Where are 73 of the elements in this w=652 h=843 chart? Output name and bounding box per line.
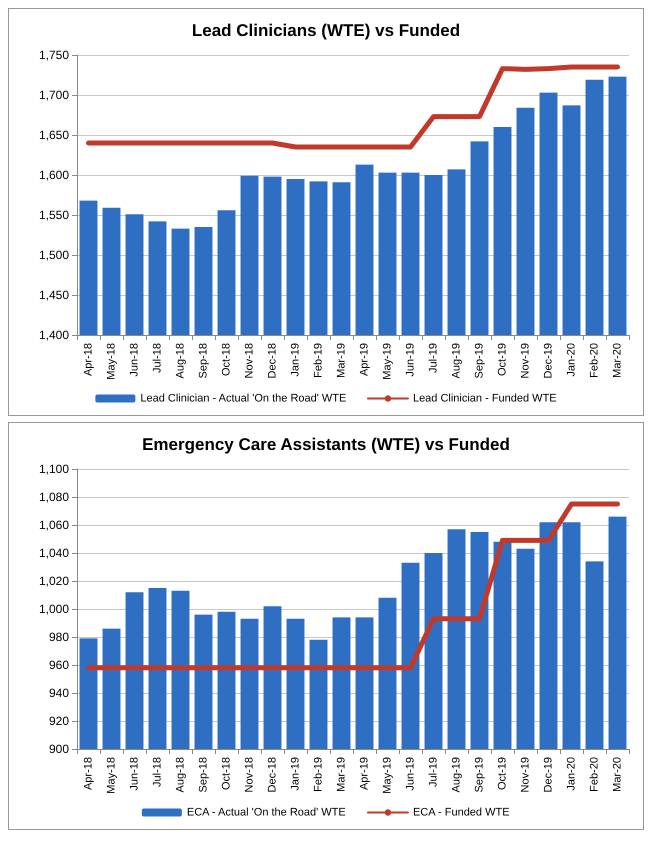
x-tick-label: Apr-18 xyxy=(82,343,94,376)
x-tick-label: Jun-18 xyxy=(128,757,140,791)
x-tick-label: Jul-18 xyxy=(152,757,164,787)
x-tick-label: Aug-18 xyxy=(174,343,186,378)
x-tick-label: Jul-18 xyxy=(152,343,164,373)
x-tick-label: Jan-20 xyxy=(566,757,578,791)
x-tick-label: Apr-19 xyxy=(358,757,370,790)
x-tick-label: Oct-19 xyxy=(496,343,508,376)
legend-label: ECA - Actual 'On the Road' WTE xyxy=(186,806,346,818)
x-tick-label: Sep-19 xyxy=(474,757,486,792)
y-tick-label: 1,500 xyxy=(38,248,70,262)
x-tick-label: Nov-18 xyxy=(244,343,256,378)
y-tick-label: 1,650 xyxy=(38,128,70,142)
y-tick-label: 940 xyxy=(48,686,70,700)
x-tick-label: Feb-19 xyxy=(312,757,324,792)
y-tick-label: 1,000 xyxy=(38,602,70,616)
x-tick-label: Sep-18 xyxy=(198,757,210,792)
x-tick-label: Mar-20 xyxy=(612,343,624,378)
y-tick-label: 1,100 xyxy=(38,462,70,476)
x-tick-label: Sep-18 xyxy=(198,343,210,378)
x-tick-label: Dec-19 xyxy=(542,343,554,378)
x-tick-label: Jan-19 xyxy=(290,757,302,791)
x-tick-label: Mar-20 xyxy=(612,757,624,792)
x-tick-label: May-19 xyxy=(382,757,394,794)
legend-label: Lead Clinician - Actual 'On the Road' WTE xyxy=(140,392,346,404)
y-tick-label: 1,750 xyxy=(38,48,70,62)
x-tick-label: Feb-20 xyxy=(588,343,600,378)
x-tick-label: Jun-18 xyxy=(128,343,140,377)
x-tick-label: Dec-19 xyxy=(542,757,554,792)
x-tick-label: Nov-19 xyxy=(520,343,532,378)
x-tick-label: Jul-19 xyxy=(428,343,440,373)
x-tick-label: May-19 xyxy=(382,343,394,380)
x-tick-label: Nov-19 xyxy=(520,757,532,792)
x-tick-label: Jul-19 xyxy=(428,757,440,787)
x-tick-label: Jan-20 xyxy=(566,343,578,377)
x-tick-label: Jun-19 xyxy=(404,343,416,377)
x-tick-label: Aug-18 xyxy=(174,757,186,792)
y-tick-label: 1,080 xyxy=(38,490,70,504)
x-tick-label: Mar-19 xyxy=(336,343,348,378)
x-tick-label: Sep-19 xyxy=(474,343,486,378)
x-tick-label: Apr-18 xyxy=(82,757,94,790)
y-tick-label: 1,060 xyxy=(38,518,70,532)
x-tick-label: Oct-19 xyxy=(496,757,508,790)
chart-title: Emergency Care Assistants (WTE) vs Funded xyxy=(142,435,510,454)
x-tick-label: Nov-18 xyxy=(244,757,256,792)
legend-label: Lead Clinician - Funded WTE xyxy=(412,392,557,404)
y-tick-label: 1,550 xyxy=(38,208,70,222)
x-tick-label: Jun-19 xyxy=(404,757,416,791)
y-tick-label: 920 xyxy=(48,714,70,728)
y-tick-label: 1,400 xyxy=(38,328,70,342)
x-tick-label: Aug-19 xyxy=(450,343,462,378)
x-tick-label: May-18 xyxy=(106,757,118,794)
x-tick-label: Dec-18 xyxy=(266,757,278,792)
x-tick-label: Jan-19 xyxy=(290,343,302,377)
x-tick-label: May-18 xyxy=(106,343,118,380)
y-tick-label: 1,040 xyxy=(38,546,70,560)
x-tick-label: Aug-19 xyxy=(450,757,462,792)
y-tick-label: 900 xyxy=(48,742,70,756)
y-tick-label: 1,020 xyxy=(38,574,70,588)
x-tick-label: Dec-18 xyxy=(266,343,278,378)
y-tick-label: 1,600 xyxy=(38,168,70,182)
legend-label: ECA - Funded WTE xyxy=(412,806,510,818)
x-tick-label: Mar-19 xyxy=(336,757,348,792)
y-tick-label: 1,700 xyxy=(38,88,70,102)
y-tick-label: 960 xyxy=(48,658,70,672)
y-tick-label: 1,450 xyxy=(38,288,70,302)
x-tick-label: Apr-19 xyxy=(358,343,370,376)
x-tick-label: Oct-18 xyxy=(220,343,232,376)
x-tick-label: Oct-18 xyxy=(220,757,232,790)
x-tick-label: Feb-20 xyxy=(588,757,600,792)
chart-title: Lead Clinicians (WTE) vs Funded xyxy=(192,21,460,40)
x-tick-label: Feb-19 xyxy=(312,343,324,378)
y-tick-label: 980 xyxy=(48,630,70,644)
